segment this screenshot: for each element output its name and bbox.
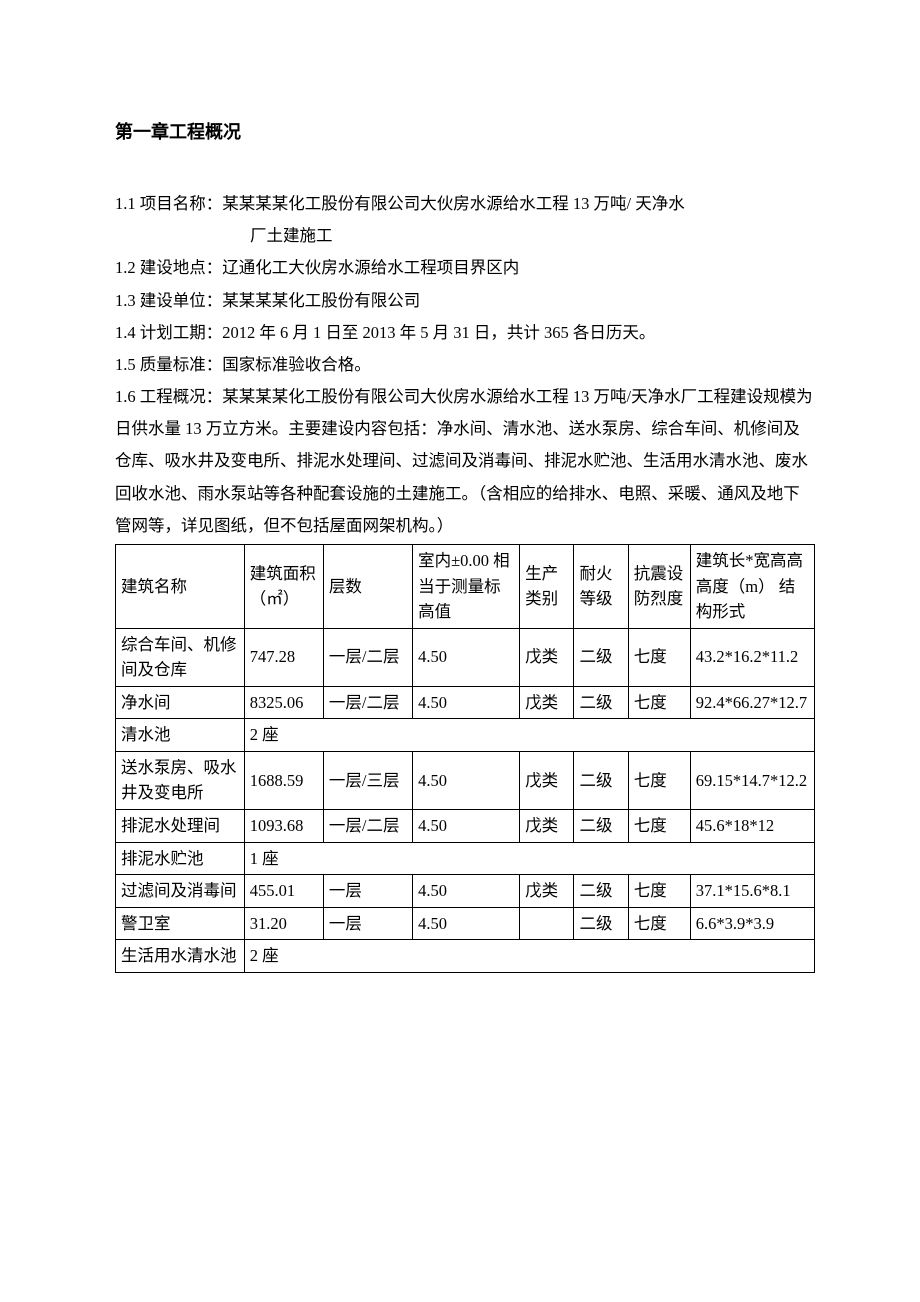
table-row: 排泥水处理间1093.68一层/二层4.50戊类二级七度45.6*18*12	[116, 810, 815, 843]
cell-name: 生活用水清水池	[116, 940, 245, 973]
cell: 七度	[628, 751, 690, 809]
cell: 31.20	[244, 907, 323, 940]
cell: 1688.59	[244, 751, 323, 809]
cell-name: 综合车间、机修间及仓库	[116, 628, 245, 686]
cell: 4.50	[413, 628, 520, 686]
item-1-1: 1.1 项目名称：某某某某化工股份有限公司大伙房水源给水工程 13 万吨/ 天净…	[115, 188, 815, 220]
item-1-5: 1.5 质量标准：国家标准验收合格。	[115, 349, 815, 381]
cell: 七度	[628, 686, 690, 719]
item-1-2: 1.2 建设地点：辽通化工大伙房水源给水工程项目界区内	[115, 252, 815, 284]
cell: 二级	[574, 628, 628, 686]
cell-name: 警卫室	[116, 907, 245, 940]
item-1-4: 1.4 计划工期：2012 年 6 月 1 日至 2013 年 5 月 31 日…	[115, 317, 815, 349]
cell: 455.01	[244, 875, 323, 908]
cell-name: 送水泵房、吸水井及变电所	[116, 751, 245, 809]
cell: 1093.68	[244, 810, 323, 843]
table-row: 排泥水贮池1 座	[116, 842, 815, 875]
cell: 4.50	[413, 875, 520, 908]
item-1-1-cont: 厂土建施工	[115, 220, 815, 252]
cell: 一层/二层	[323, 810, 412, 843]
cell-name: 排泥水贮池	[116, 842, 245, 875]
cell: 二级	[574, 875, 628, 908]
cell	[520, 907, 574, 940]
cell: 4.50	[413, 810, 520, 843]
cell: 戊类	[520, 810, 574, 843]
cell: 二级	[574, 810, 628, 843]
cell: 69.15*14.7*12.2	[690, 751, 814, 809]
th-struct: 建筑长*宽高高高度（m） 结构形式	[690, 544, 814, 628]
table-row: 净水间8325.06一层/二层4.50戊类二级七度92.4*66.27*12.7	[116, 686, 815, 719]
cell-name: 清水池	[116, 719, 245, 752]
cell: 七度	[628, 810, 690, 843]
cell: 一层	[323, 875, 412, 908]
th-fire: 耐火等级	[574, 544, 628, 628]
cell: 戊类	[520, 751, 574, 809]
item-1-6: 1.6 工程概况：某某某某化工股份有限公司大伙房水源给水工程 13 万吨/天净水…	[115, 381, 815, 542]
cell-span: 2 座	[244, 940, 814, 973]
cell: 8325.06	[244, 686, 323, 719]
cell: 4.50	[413, 686, 520, 719]
cell: 一层/二层	[323, 628, 412, 686]
th-floors: 层数	[323, 544, 412, 628]
cell: 一层	[323, 907, 412, 940]
cell: 戊类	[520, 686, 574, 719]
cell: 七度	[628, 628, 690, 686]
cell: 二级	[574, 686, 628, 719]
cell: 一层/三层	[323, 751, 412, 809]
cell-span: 2 座	[244, 719, 814, 752]
cell: 92.4*66.27*12.7	[690, 686, 814, 719]
th-seismic: 抗震设防烈度	[628, 544, 690, 628]
cell: 6.6*3.9*3.9	[690, 907, 814, 940]
chapter-title: 第一章工程概况	[115, 115, 815, 150]
cell: 戊类	[520, 628, 574, 686]
table-row: 综合车间、机修间及仓库747.28一层/二层4.50戊类二级七度43.2*16.…	[116, 628, 815, 686]
table-row: 警卫室31.20一层4.50 二级七度6.6*3.9*3.9	[116, 907, 815, 940]
cell: 43.2*16.2*11.2	[690, 628, 814, 686]
cell: 七度	[628, 875, 690, 908]
cell: 4.50	[413, 907, 520, 940]
cell: 4.50	[413, 751, 520, 809]
table-row: 送水泵房、吸水井及变电所1688.59一层/三层4.50戊类二级七度69.15*…	[116, 751, 815, 809]
th-area: 建筑面积（㎡）	[244, 544, 323, 628]
cell: 37.1*15.6*8.1	[690, 875, 814, 908]
table-header-row: 建筑名称 建筑面积（㎡） 层数 室内±0.00 相当于测量标高值 生产类别 耐火…	[116, 544, 815, 628]
cell: 45.6*18*12	[690, 810, 814, 843]
th-name: 建筑名称	[116, 544, 245, 628]
th-elev: 室内±0.00 相当于测量标高值	[413, 544, 520, 628]
cell-name: 排泥水处理间	[116, 810, 245, 843]
th-prod: 生产类别	[520, 544, 574, 628]
cell: 一层/二层	[323, 686, 412, 719]
item-1-3: 1.3 建设单位：某某某某化工股份有限公司	[115, 285, 815, 317]
building-table: 建筑名称 建筑面积（㎡） 层数 室内±0.00 相当于测量标高值 生产类别 耐火…	[115, 544, 815, 973]
cell-name: 净水间	[116, 686, 245, 719]
table-row: 过滤间及消毒间455.01一层4.50戊类二级七度37.1*15.6*8.1	[116, 875, 815, 908]
table-row: 生活用水清水池2 座	[116, 940, 815, 973]
cell-span: 1 座	[244, 842, 814, 875]
cell: 二级	[574, 907, 628, 940]
cell-name: 过滤间及消毒间	[116, 875, 245, 908]
cell: 二级	[574, 751, 628, 809]
cell: 七度	[628, 907, 690, 940]
table-row: 清水池2 座	[116, 719, 815, 752]
cell: 戊类	[520, 875, 574, 908]
cell: 747.28	[244, 628, 323, 686]
body-text: 1.1 项目名称：某某某某化工股份有限公司大伙房水源给水工程 13 万吨/ 天净…	[115, 188, 815, 542]
